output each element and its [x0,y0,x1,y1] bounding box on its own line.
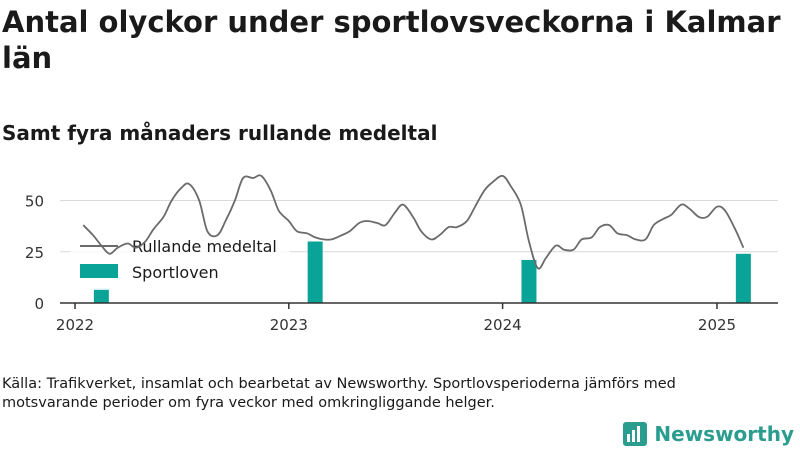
x-tick-label: 2024 [484,316,522,334]
y-tick-label: 25 [25,244,44,262]
source-note: Källa: Trafikverket, insamlat och bearbe… [2,376,676,411]
chart-subtitle: Samt fyra månaders rullande medeltal [2,121,438,145]
legend: Rullande medeltal Sportloven [70,230,290,290]
bar-chart-logo-icon [623,422,648,446]
bar [735,253,751,303]
x-tick-label: 2025 [698,316,736,334]
line-series [82,174,745,270]
bar-series [93,241,751,303]
y-tick-label: 50 [25,193,44,211]
chart-title: Antal olyckor under sportlovsveckorna i … [2,5,781,75]
y-axis: 0 25 50 [25,193,44,314]
legend-label: Sportloven [132,263,219,282]
x-axis: 2022 2023 2024 2025 [56,302,778,334]
bar [93,288,109,303]
legend-background [70,230,290,290]
rolling-average-line [82,174,745,270]
bar [307,241,323,303]
legend-label: Rullande medeltal [132,237,277,256]
legend-bar-swatch [80,264,118,278]
bar [521,259,537,303]
newsworthy-logo: Newsworthy [622,420,794,448]
y-tick-label: 0 [34,295,44,313]
x-tick-label: 2023 [270,316,308,334]
logo-text: Newsworthy [654,422,794,446]
x-tick-label: 2022 [56,316,94,334]
